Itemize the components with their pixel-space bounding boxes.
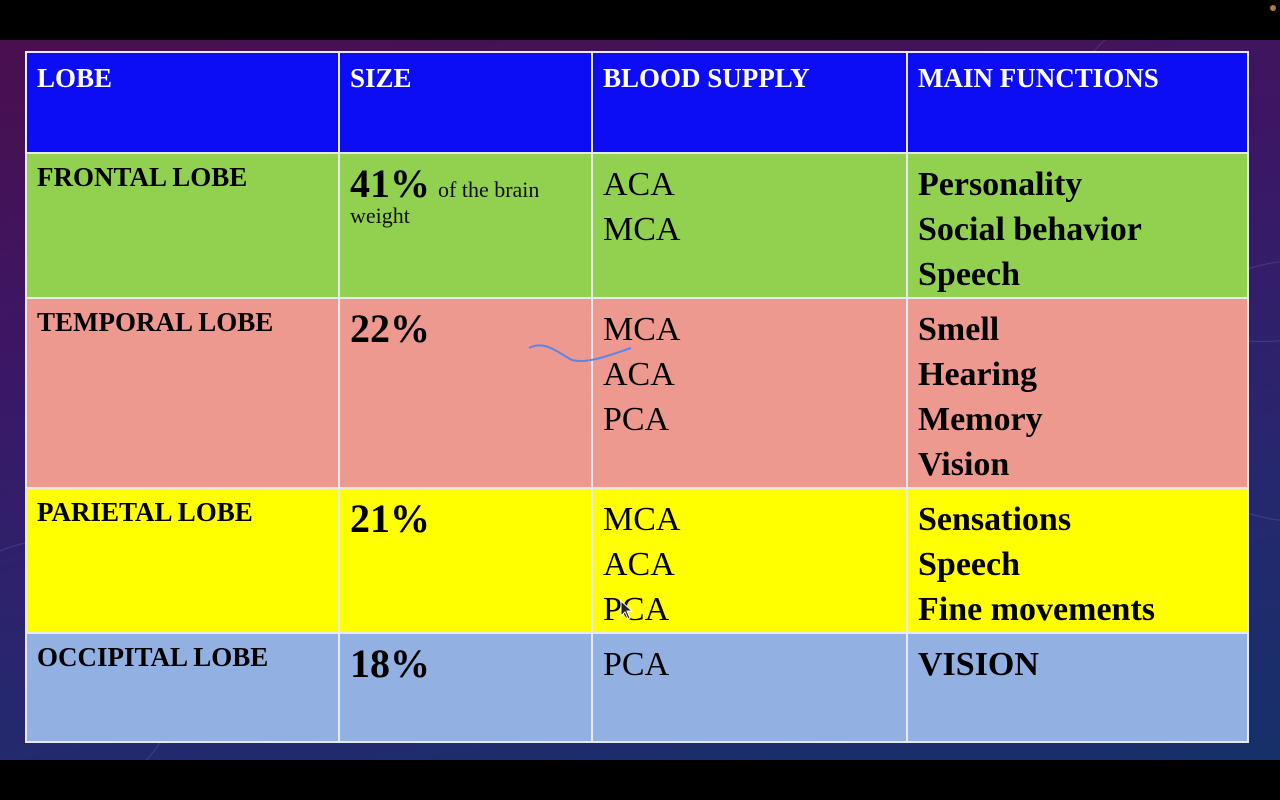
size-percent: 21% <box>350 496 430 541</box>
size-note: of the brain <box>438 177 540 202</box>
size-note-continued: weight <box>350 203 410 228</box>
recording-indicator-dot <box>1270 5 1276 11</box>
lobe-name: FRONTAL LOBE <box>37 162 248 192</box>
list-item: Speech <box>918 256 1020 293</box>
cell-blood-supply: MCA ACA PCA <box>591 487 908 634</box>
list-item: Hearing <box>918 356 1037 393</box>
list-item: Speech <box>918 546 1020 583</box>
functions-list: Personality Social behavior Speech <box>918 154 1237 297</box>
size-percent: 41% <box>350 161 430 206</box>
functions-list: Smell Hearing Memory Vision <box>918 299 1237 487</box>
cell-lobe: FRONTAL LOBE <box>25 152 340 299</box>
lobe-name: TEMPORAL LOBE <box>37 307 274 337</box>
cell-functions: Sensations Speech Fine movements <box>906 487 1249 634</box>
blood-supply-list: MCA ACA PCA <box>603 489 896 632</box>
header-blood-supply: BLOOD SUPPLY <box>591 51 908 154</box>
cell-size: 22% <box>338 297 593 489</box>
list-item: PCA <box>603 646 670 683</box>
cell-lobe: PARIETAL LOBE <box>25 487 340 634</box>
list-item: ACA <box>603 356 675 393</box>
list-item: Social behavior <box>918 211 1142 248</box>
size-percent: 22% <box>350 306 430 351</box>
table-row-occipital: OCCIPITAL LOBE 18% PCA VISION <box>25 632 1249 743</box>
table-row-frontal: FRONTAL LOBE 41% of the brain weight ACA … <box>25 152 1249 299</box>
list-item: Smell <box>918 311 1000 348</box>
list-item: PCA <box>603 401 670 438</box>
cell-lobe: OCCIPITAL LOBE <box>25 632 340 743</box>
list-item: MCA <box>603 311 681 348</box>
cell-functions: Smell Hearing Memory Vision <box>906 297 1249 489</box>
table-row-parietal: PARIETAL LOBE 21% MCA ACA PCA Sensations… <box>25 487 1249 634</box>
list-item: Vision <box>918 446 1010 483</box>
cell-size: 21% <box>338 487 593 634</box>
list-item: Personality <box>918 166 1083 203</box>
header-size: SIZE <box>338 51 593 154</box>
list-item: ACA <box>603 546 675 583</box>
list-item: PCA <box>603 591 670 628</box>
functions-list: Sensations Speech Fine movements <box>918 489 1237 632</box>
header-main-functions: MAIN FUNCTIONS <box>906 51 1249 154</box>
blood-supply-list: PCA <box>603 634 896 687</box>
list-item: VISION <box>918 646 1039 683</box>
list-item: Fine movements <box>918 591 1156 628</box>
cell-lobe: TEMPORAL LOBE <box>25 297 340 489</box>
header-lobe: LOBE <box>25 51 340 154</box>
brain-lobes-table: LOBE SIZE BLOOD SUPPLY MAIN FUNCTIONS FR… <box>25 51 1249 743</box>
cell-blood-supply: ACA MCA <box>591 152 908 299</box>
list-item: ACA <box>603 166 675 203</box>
blood-supply-list: ACA MCA <box>603 154 896 252</box>
table-row-temporal: TEMPORAL LOBE 22% MCA ACA PCA Smell Hear… <box>25 297 1249 489</box>
presentation-slide: LOBE SIZE BLOOD SUPPLY MAIN FUNCTIONS FR… <box>0 40 1280 760</box>
functions-list: VISION <box>918 634 1237 687</box>
lobe-name: PARIETAL LOBE <box>37 497 253 527</box>
size-percent: 18% <box>350 641 430 686</box>
list-item: Sensations <box>918 501 1072 538</box>
list-item: Memory <box>918 401 1043 438</box>
list-item: MCA <box>603 501 681 538</box>
cell-blood-supply: PCA <box>591 632 908 743</box>
blood-supply-list: MCA ACA PCA <box>603 299 896 442</box>
cell-size: 18% <box>338 632 593 743</box>
cell-size: 41% of the brain weight <box>338 152 593 299</box>
list-item: MCA <box>603 211 681 248</box>
cell-functions: VISION <box>906 632 1249 743</box>
table-header-row: LOBE SIZE BLOOD SUPPLY MAIN FUNCTIONS <box>25 51 1249 154</box>
lobe-name: OCCIPITAL LOBE <box>37 642 269 672</box>
cell-blood-supply: MCA ACA PCA <box>591 297 908 489</box>
cell-functions: Personality Social behavior Speech <box>906 152 1249 299</box>
